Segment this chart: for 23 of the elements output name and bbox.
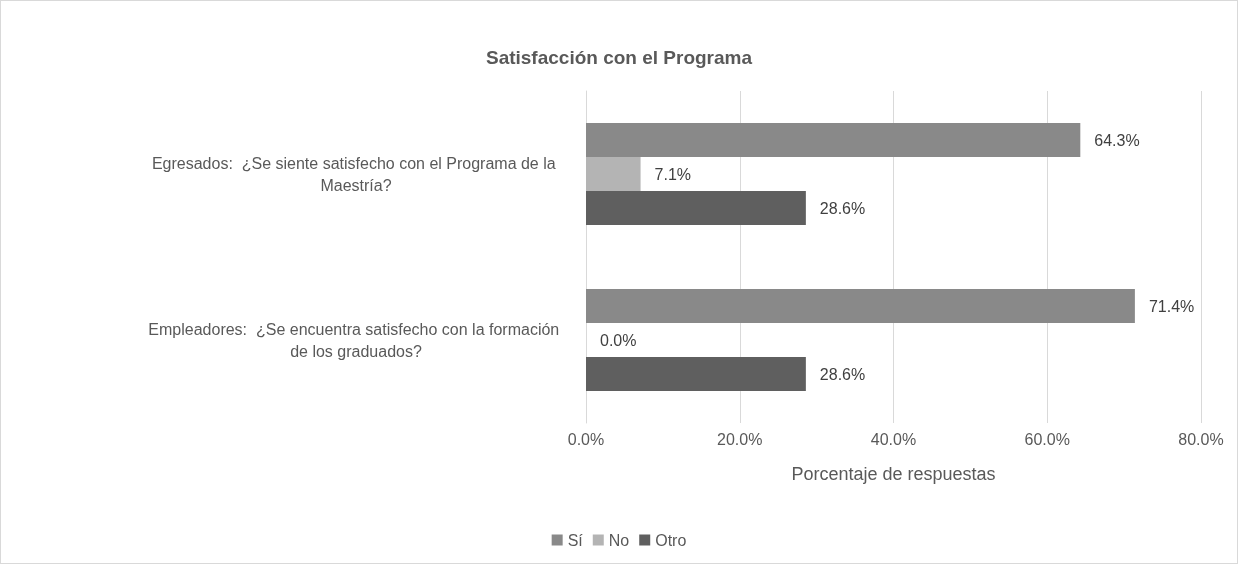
bar [586, 157, 641, 191]
legend-label: Sí [567, 531, 584, 549]
x-tick-label: 40.0% [870, 430, 917, 448]
bar [586, 357, 806, 391]
x-tick-label: 0.0% [567, 430, 605, 448]
data-label: 28.6% [819, 199, 866, 217]
data-label: 64.3% [1094, 131, 1140, 149]
x-tick-label: 60.0% [1024, 430, 1070, 448]
data-label: 7.1% [654, 165, 692, 183]
data-label: 28.6% [819, 365, 866, 383]
data-label: 71.4% [1148, 297, 1195, 315]
chart-title: Satisfacción con el Programa [485, 47, 753, 68]
bar [586, 191, 806, 225]
x-tick-label: 20.0% [717, 430, 763, 448]
legend-label: Otro [655, 531, 687, 549]
y-tick-label: Empleadores: ¿Se encuentra satisfecho con la formación de los graduados? [148, 320, 564, 360]
x-tick-label: 80.0% [1178, 430, 1224, 448]
bar [586, 289, 1135, 323]
data-label: 0.0% [600, 331, 637, 349]
y-tick-label: Egresados: ¿Se siente satisfecho con el Programa de la Maestría? [151, 154, 561, 194]
x-axis-title: Porcentaje de respuestas [791, 464, 996, 484]
bar [586, 123, 1081, 157]
legend-label: No [608, 531, 630, 549]
